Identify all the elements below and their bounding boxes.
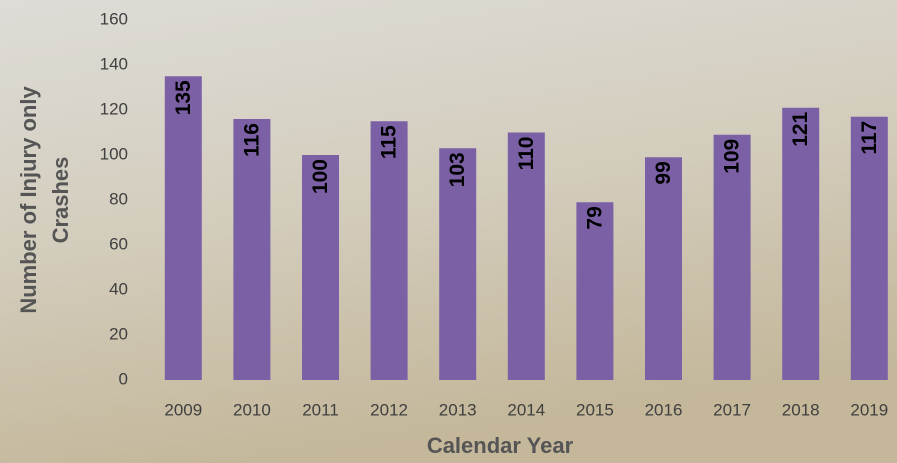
bar (370, 121, 408, 380)
y-axis-title: Number of Injury only Crashes (16, 86, 73, 314)
bar (507, 132, 545, 380)
y-tick-label: 80 (109, 189, 128, 208)
bar (576, 202, 614, 380)
x-tick-label: 2013 (439, 400, 477, 419)
data-label: 103 (446, 152, 469, 187)
y-tick-label: 140 (100, 54, 128, 73)
x-tick-label: 2018 (782, 400, 820, 419)
x-tick-label: 2010 (233, 400, 271, 419)
data-label: 116 (240, 123, 263, 157)
data-label: 109 (721, 139, 744, 174)
bar (713, 134, 751, 380)
y-tick-label: 120 (100, 99, 128, 118)
bar (439, 148, 477, 380)
x-axis-title: Calendar Year (427, 433, 574, 458)
x-tick-label: 2015 (576, 400, 614, 419)
x-tick-label: 2016 (645, 400, 683, 419)
y-tick-label: 60 (109, 234, 128, 253)
y-tick-label: 20 (109, 324, 128, 343)
y-tick-label: 0 (119, 369, 128, 388)
data-label: 79 (583, 206, 606, 229)
data-label: 110 (515, 137, 538, 171)
bar (850, 116, 888, 380)
data-label: 121 (789, 111, 812, 146)
y-tick-label: 100 (100, 144, 128, 163)
data-label: 115 (378, 125, 401, 159)
data-label: 135 (172, 80, 195, 115)
data-label: 99 (652, 161, 675, 184)
y-tick-label: 40 (109, 279, 128, 298)
data-label: 100 (309, 159, 332, 194)
bar (164, 76, 202, 380)
x-tick-label: 2011 (302, 400, 339, 419)
y-tick-label: 160 (100, 9, 128, 28)
bar (233, 119, 271, 380)
x-tick-label: 2017 (713, 400, 751, 419)
data-label: 117 (858, 121, 881, 155)
x-tick-label: 2019 (850, 400, 888, 419)
bar (782, 107, 820, 380)
x-tick-label: 2014 (507, 400, 545, 419)
x-tick-label: 2012 (370, 400, 408, 419)
bar (645, 157, 682, 380)
bar (302, 155, 339, 380)
x-tick-label: 2009 (164, 400, 202, 419)
